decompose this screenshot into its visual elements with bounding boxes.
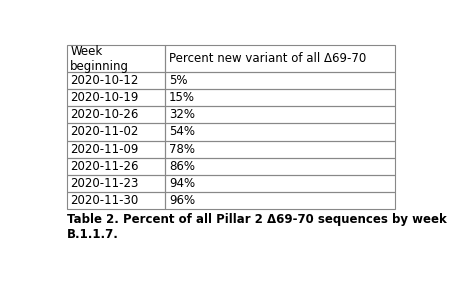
Bar <box>166 106 396 123</box>
Bar <box>67 192 166 209</box>
Bar <box>166 123 396 141</box>
Text: 2020-11-02: 2020-11-02 <box>70 125 139 138</box>
Text: 96%: 96% <box>169 194 195 207</box>
Text: 32%: 32% <box>169 108 195 121</box>
Bar <box>67 123 166 141</box>
Text: 2020-10-19: 2020-10-19 <box>70 91 139 104</box>
Text: 94%: 94% <box>169 177 195 190</box>
Bar <box>166 89 396 106</box>
Text: 2020-10-26: 2020-10-26 <box>70 108 139 121</box>
Bar <box>67 46 166 72</box>
Bar <box>67 141 166 158</box>
Text: 2020-11-23: 2020-11-23 <box>70 177 139 190</box>
Text: 2020-11-30: 2020-11-30 <box>70 194 138 207</box>
Text: 2020-10-12: 2020-10-12 <box>70 74 139 87</box>
Bar <box>166 141 396 158</box>
Text: 54%: 54% <box>169 125 195 138</box>
Bar <box>166 46 396 72</box>
Bar <box>166 158 396 175</box>
Bar <box>67 158 166 175</box>
Bar <box>67 106 166 123</box>
Bar <box>67 72 166 89</box>
Text: 78%: 78% <box>169 143 195 156</box>
Bar <box>67 175 166 192</box>
Text: 5%: 5% <box>169 74 188 87</box>
Text: 2020-11-26: 2020-11-26 <box>70 160 139 173</box>
Text: 2020-11-09: 2020-11-09 <box>70 143 139 156</box>
Text: 86%: 86% <box>169 160 195 173</box>
Bar <box>166 72 396 89</box>
Text: Percent new variant of all Δ69-70: Percent new variant of all Δ69-70 <box>169 52 366 65</box>
Text: 15%: 15% <box>169 91 195 104</box>
Text: Week
beginning: Week beginning <box>70 45 129 73</box>
Text: Table 2. Percent of all Pillar 2 Δ69-70 sequences by week that are the new varia: Table 2. Percent of all Pillar 2 Δ69-70 … <box>67 214 451 241</box>
Bar <box>166 192 396 209</box>
Bar <box>166 175 396 192</box>
Bar <box>67 89 166 106</box>
